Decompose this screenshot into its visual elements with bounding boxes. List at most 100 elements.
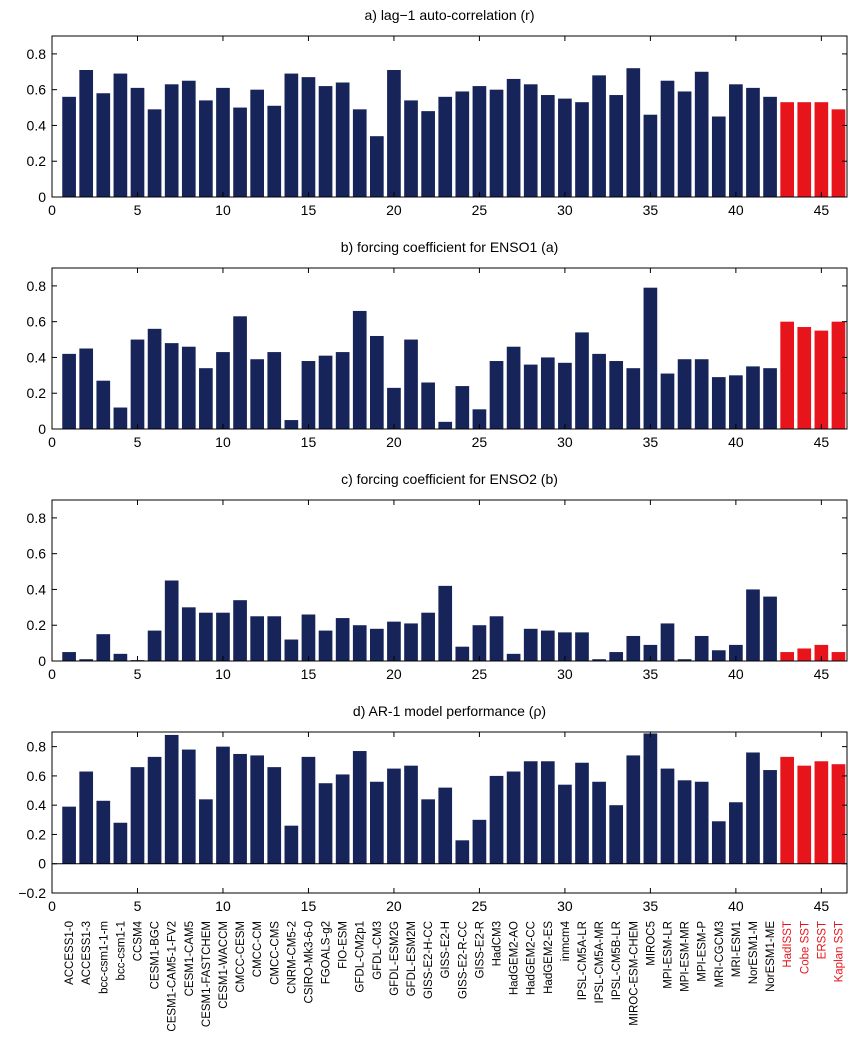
x-tick-label: 20 — [386, 898, 402, 914]
model-name-label: GISS-E2-R-CC — [457, 921, 469, 999]
model-bar — [62, 96, 76, 197]
model-bar — [455, 91, 470, 197]
model-bar — [113, 73, 128, 197]
model-labels: ACCESS1-0 ACCESS1-3 bcc-csm1-1-m bcc-csm1-1… — [64, 920, 845, 1031]
model-name-label: CMCC-CM — [252, 921, 264, 977]
panel-c: c) forcing coefficient for ENSO2 (b) 0 0.2… — [27, 471, 848, 682]
model-bar — [301, 77, 316, 197]
model-bar — [404, 339, 418, 429]
x-tick-label: 10 — [215, 898, 231, 914]
model-bar — [79, 69, 94, 197]
model-bar — [677, 91, 692, 197]
model-name-label: GISS-E2-R — [474, 921, 486, 979]
axes-box — [51, 267, 848, 430]
model-bar — [147, 328, 162, 429]
model-name-label: GISS-E2-H — [440, 921, 452, 979]
observation-bar — [831, 764, 846, 864]
x-tick-label: 15 — [301, 666, 317, 682]
model-bar — [592, 75, 606, 197]
model-bar — [250, 359, 264, 429]
x-tick-label: 20 — [386, 666, 402, 682]
model-bar — [592, 659, 606, 661]
model-bar — [746, 752, 760, 864]
model-bar — [250, 755, 264, 864]
model-bar — [147, 756, 162, 864]
y-tick-label: 0.6 — [27, 768, 47, 784]
x-tick-label: 30 — [557, 666, 573, 682]
model-bar — [609, 805, 624, 864]
model-bar — [472, 625, 487, 661]
model-name-label: FGOALS-g2 — [321, 921, 333, 984]
model-bar — [763, 96, 777, 197]
panel-title: a) lag−1 auto-correlation (r) — [364, 7, 534, 23]
x-tick-label: 30 — [557, 202, 573, 218]
model-bar — [626, 368, 641, 429]
x-tick-label: 45 — [814, 666, 830, 682]
x-tick-label: 0 — [48, 666, 56, 682]
model-bar — [216, 746, 230, 864]
model-bar — [62, 806, 76, 864]
model-bar — [626, 755, 641, 864]
x-tick-label: 35 — [643, 898, 659, 914]
model-name-label: CESM1-CAM5-1-FV2 — [167, 921, 179, 1032]
y-tick-label: 0.6 — [27, 314, 47, 330]
model-name-label: FIO-ESM — [338, 921, 350, 969]
model-bar — [455, 840, 470, 864]
y-tick-label: 0 — [38, 421, 46, 437]
x-tick-label: 35 — [643, 202, 659, 218]
model-name-label: IPSL-CM5A-MR — [594, 921, 606, 1003]
model-bar — [352, 625, 367, 661]
model-bar — [677, 359, 692, 429]
x-tick-label: 40 — [728, 666, 744, 682]
model-bar — [387, 387, 401, 429]
model-name-label: MPI-ESM-P — [697, 921, 709, 982]
axes-box — [51, 35, 848, 198]
panel-a: a) lag−1 auto-correlation (r) 0 0.2 0.4 0.6 0… — [27, 7, 848, 218]
model-bar — [318, 86, 333, 197]
panel-title: c) forcing coefficient for ENSO2 (b) — [341, 471, 558, 487]
observation-name-label: Cobe SST — [799, 921, 811, 974]
model-bar — [694, 781, 709, 864]
model-bar — [181, 607, 196, 661]
axes-box — [51, 731, 848, 894]
model-bar — [694, 71, 709, 197]
model-bar — [643, 114, 658, 197]
model-name-label: CNRM-CM5-2 — [286, 921, 298, 994]
y-tick-label: 0.4 — [27, 349, 47, 365]
observation-bar — [831, 109, 846, 197]
x-tick-label: 15 — [301, 898, 317, 914]
y-tick-label: −0.2 — [18, 885, 46, 901]
x-tick-label: 20 — [386, 434, 402, 450]
x-tick-label: 10 — [215, 666, 231, 682]
model-bar — [489, 361, 504, 429]
observation-bar — [797, 648, 812, 661]
x-tick-label: 5 — [134, 202, 142, 218]
x-tick-label: 20 — [386, 202, 402, 218]
model-bar — [79, 771, 94, 864]
observation-bar — [814, 330, 829, 429]
y-tick-label: 0.2 — [27, 617, 47, 633]
model-name-label: HadCM3 — [492, 921, 504, 966]
model-bar — [660, 623, 675, 661]
panel-title: b) forcing coefficient for ENSO1 (a) — [341, 239, 559, 255]
model-bar — [130, 339, 145, 429]
model-name-label: GFDL-CM3 — [372, 921, 384, 980]
model-bar — [233, 753, 247, 864]
model-name-label: CMCC-CESM — [235, 921, 247, 993]
observation-bar — [780, 102, 794, 197]
observation-bar — [797, 327, 812, 429]
model-bar — [711, 821, 726, 864]
model-bar — [677, 780, 692, 864]
model-bar — [489, 616, 504, 661]
x-tick-label: 40 — [728, 898, 744, 914]
model-bar — [506, 346, 521, 429]
model-bar — [352, 310, 367, 429]
model-bar — [729, 802, 743, 864]
x-tick-label: 10 — [215, 202, 231, 218]
observation-bar — [831, 321, 846, 429]
model-bar — [660, 768, 675, 864]
model-bar — [643, 644, 658, 661]
panel-title: d) AR-1 model performance (ρ) — [353, 703, 546, 719]
model-name-label: CCSM4 — [132, 920, 144, 961]
model-bar — [250, 616, 264, 661]
